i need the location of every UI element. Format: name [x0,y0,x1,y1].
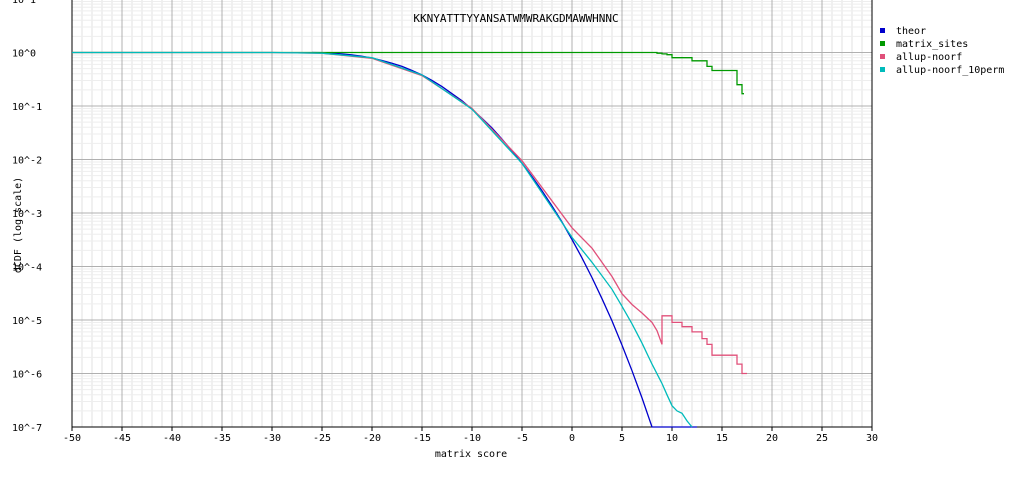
grid-major [71,0,873,428]
legend-swatch [880,41,885,46]
y-axis-label: dCDF (log scale) [13,177,24,273]
x-tick-label: 20 [766,433,778,444]
legend: theor matrix_sites allup-noorf allup-noorf_… [880,26,1004,76]
y-tick-label: 10^-6 [12,370,42,381]
series-line-allup-noorf_10perm [72,51,693,428]
x-tick-label: -30 [263,433,281,444]
y-tick-label: 10^1 [12,0,36,6]
series-line-allup-noorf [72,51,747,375]
legend-label: theor [896,26,926,37]
x-tick-label: 0 [569,433,575,444]
x-tick-label: 10 [666,433,678,444]
legend-swatch [880,67,885,72]
y-tick-label: 10^-3 [12,209,42,220]
y-tick-label: 10^0 [12,49,36,60]
x-tick-label: 15 [716,433,728,444]
x-tick-label: -50 [63,433,81,444]
x-tick-label: 25 [816,433,828,444]
x-tick-label: -5 [516,433,528,444]
legend-label: allup-noorf_10perm [896,65,1004,76]
y-tick-label: 10^-4 [12,263,42,274]
y-axis-ticks: 10^1 10^0 10^-1 10^-2 10^-3 10^-4 10^-5 10^-6 10… [12,0,42,434]
x-tick-label: -45 [113,433,131,444]
series-line-matrix_sites [72,51,744,95]
legend-swatch [880,54,885,59]
y-tick-label: 10^-2 [12,156,42,167]
x-tick-label: -25 [313,433,331,444]
legend-label: allup-noorf [896,52,962,63]
chart-title: KKNYATTTYYANSATWMWRAKGDMAWWHNNC [413,12,618,25]
x-tick-label: -15 [413,433,431,444]
x-tick-label: 30 [866,433,878,444]
x-tick-label: -20 [363,433,381,444]
y-tick-label: 10^-5 [12,316,42,327]
x-axis-ticks: -50 -45 -40 -35 -30 -25 -20 -15 -10 -5 0 5 10 15 20 25 3… [63,427,878,444]
y-tick-label: 10^-7 [12,423,42,434]
x-tick-label: -35 [213,433,231,444]
legend-label: matrix_sites [896,39,968,50]
series-layer [72,51,747,428]
x-tick-label: -40 [163,433,181,444]
x-tick-label: -10 [463,433,481,444]
x-axis-label: matrix score [435,449,507,460]
y-tick-label: 10^-1 [12,102,42,113]
legend-swatch [880,28,885,33]
x-tick-label: 5 [619,433,625,444]
